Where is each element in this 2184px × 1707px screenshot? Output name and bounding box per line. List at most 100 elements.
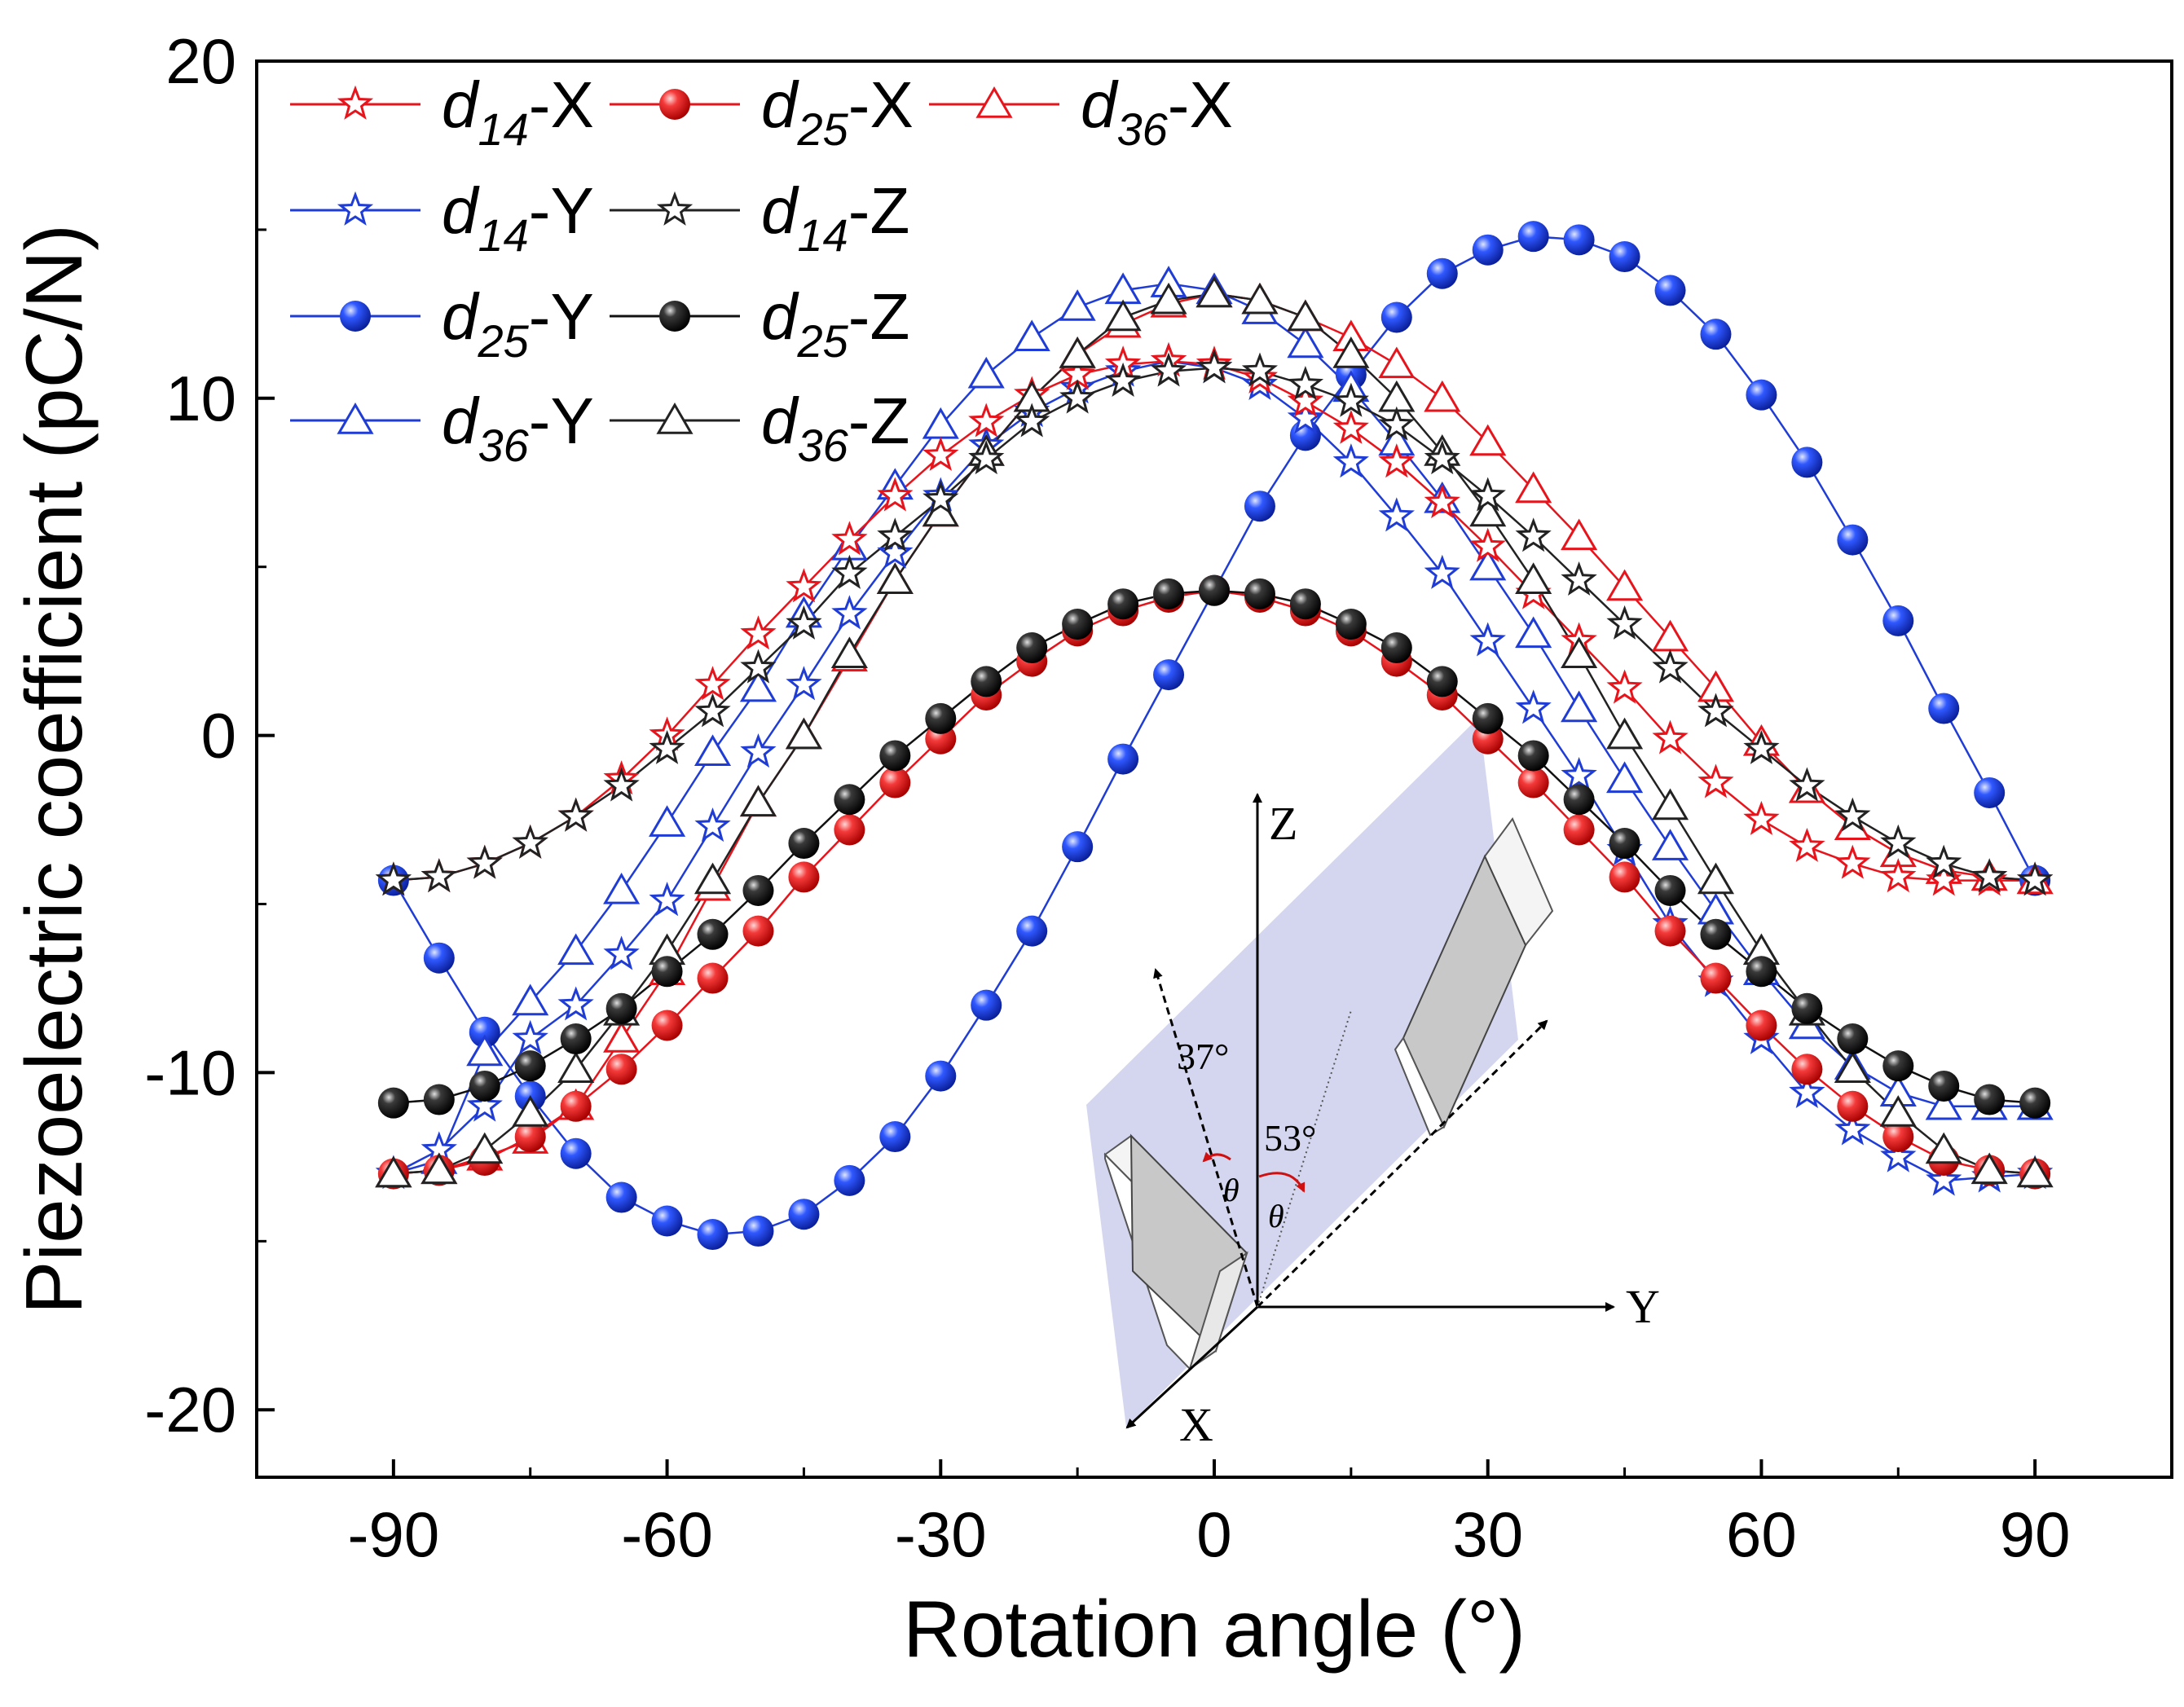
point-d25-z <box>560 1023 592 1055</box>
point-d36-z <box>1651 788 1689 821</box>
x-tick-label: 30 <box>1452 1498 1523 1570</box>
point-d25-y <box>1426 257 1458 289</box>
legend-entry-d25-z: d25-Z <box>610 280 909 367</box>
point-d25-x <box>605 1054 637 1085</box>
point-d14-y <box>1424 554 1460 589</box>
point-d25-y <box>1928 693 1960 724</box>
point-d25-z <box>1746 956 1777 988</box>
point-d25-z <box>1472 702 1504 734</box>
point-d25-z <box>469 1070 500 1102</box>
legend-marker-d36-z <box>656 403 694 434</box>
point-d25-y <box>1791 447 1823 478</box>
plane-diagonal-dotted <box>1257 1010 1352 1308</box>
point-d25-y <box>651 1205 683 1237</box>
theta-arc-left <box>1202 1151 1231 1163</box>
legend-marker-d25-z <box>659 301 690 332</box>
point-d25-y <box>1380 301 1412 333</box>
point-d14-z <box>694 693 731 728</box>
point-d14-z <box>466 844 503 879</box>
point-d25-z <box>2019 1087 2051 1119</box>
point-d14-x <box>1469 527 1506 562</box>
point-d25-y <box>469 1016 500 1048</box>
point-d25-y <box>742 1215 774 1247</box>
point-d14-z <box>1424 440 1460 475</box>
point-d36-x <box>1424 380 1461 412</box>
x-axis-title: Rotation angle (°) <box>903 1584 1526 1674</box>
right-plate <box>1394 817 1554 1137</box>
point-d14-y <box>831 595 868 630</box>
point-d14-z <box>1287 366 1324 401</box>
point-d14-z <box>603 767 640 802</box>
crystal-orientation-inset: Z Y X 37° 53° θ θ <box>1086 717 1660 1451</box>
point-d14-y <box>877 534 914 569</box>
point-d14-y <box>1469 622 1506 657</box>
legend-marker-d14-y <box>337 191 374 226</box>
point-d14-z <box>1014 403 1050 438</box>
point-d25-z <box>1563 784 1595 816</box>
legend-label-d14-y: d14-Y <box>442 174 594 261</box>
point-d25-y <box>1244 491 1275 522</box>
markers-d36-y <box>375 266 2054 1188</box>
angle-53-label: 53° <box>1264 1117 1316 1159</box>
point-d36-y <box>739 670 777 702</box>
point-d14-z <box>831 554 868 589</box>
y-axis-title: Piezoelectric coefficient (pC/N) <box>9 224 99 1314</box>
point-d14-z <box>922 480 959 515</box>
point-d14-z <box>1150 352 1187 387</box>
point-d25-y <box>1700 319 1732 350</box>
point-d25-z <box>925 702 957 734</box>
point-d25-y <box>605 1181 637 1213</box>
legend-entry-d36-z: d36-Z <box>610 385 909 471</box>
point-d25-x <box>697 962 729 994</box>
point-d14-y <box>649 882 685 917</box>
point-d25-y <box>1609 241 1640 273</box>
tick-labels: -90 -60 -30 0 30 60 90 -20 -10 0 10 20 <box>144 25 2070 1570</box>
point-d36-y <box>1515 616 1552 649</box>
point-d25-x <box>1746 1010 1777 1041</box>
point-d25-x <box>834 814 865 846</box>
point-d14-z <box>1104 362 1142 397</box>
legend-label-d14-z: d14-Z <box>761 174 909 261</box>
point-d36-y <box>512 983 549 1016</box>
point-d14-y <box>1332 443 1369 478</box>
markers-d25-z <box>377 574 2051 1119</box>
point-d36-x <box>1378 346 1416 379</box>
legend-marker-d25-x <box>659 89 690 120</box>
point-d36-z <box>1697 862 1735 895</box>
point-d25-x <box>1700 962 1732 994</box>
point-d25-z <box>1654 874 1686 906</box>
point-d36-z <box>421 1152 458 1185</box>
point-d25-y <box>1746 379 1777 411</box>
point-d14-z <box>1926 844 1962 879</box>
point-d25-y <box>1062 831 1094 863</box>
y-tick-label: -10 <box>144 1036 236 1108</box>
point-d25-z <box>1426 666 1458 697</box>
point-d25-y <box>1107 743 1139 775</box>
point-d36-y <box>694 734 732 767</box>
point-d25-x <box>1791 1054 1823 1085</box>
point-d25-x <box>742 915 774 947</box>
point-d36-y <box>603 872 641 904</box>
point-d14-y <box>1789 1074 1825 1109</box>
point-d25-x <box>1563 814 1595 846</box>
point-d25-y <box>971 989 1002 1021</box>
point-d14-y <box>466 1087 503 1122</box>
point-d25-x <box>560 1090 592 1122</box>
point-d25-x <box>1837 1090 1869 1122</box>
x-tick-label: 60 <box>1726 1498 1797 1570</box>
legend-marker-d14-z <box>656 191 694 226</box>
rotated-y-dashed <box>1256 1019 1548 1309</box>
point-d14-x <box>1743 800 1780 835</box>
theta-right-label: θ <box>1268 1198 1284 1234</box>
point-d25-y <box>1974 777 2006 808</box>
x-tick-label: 0 <box>1196 1498 1231 1570</box>
point-d14-y <box>1926 1161 1962 1196</box>
point-d14-z <box>421 858 457 893</box>
point-d14-z <box>557 797 594 832</box>
point-d36-z <box>1515 562 1552 594</box>
point-d14-z <box>1241 352 1279 387</box>
point-d36-z <box>557 1051 595 1083</box>
point-d36-y <box>557 933 595 966</box>
point-d14-y <box>1561 757 1597 792</box>
